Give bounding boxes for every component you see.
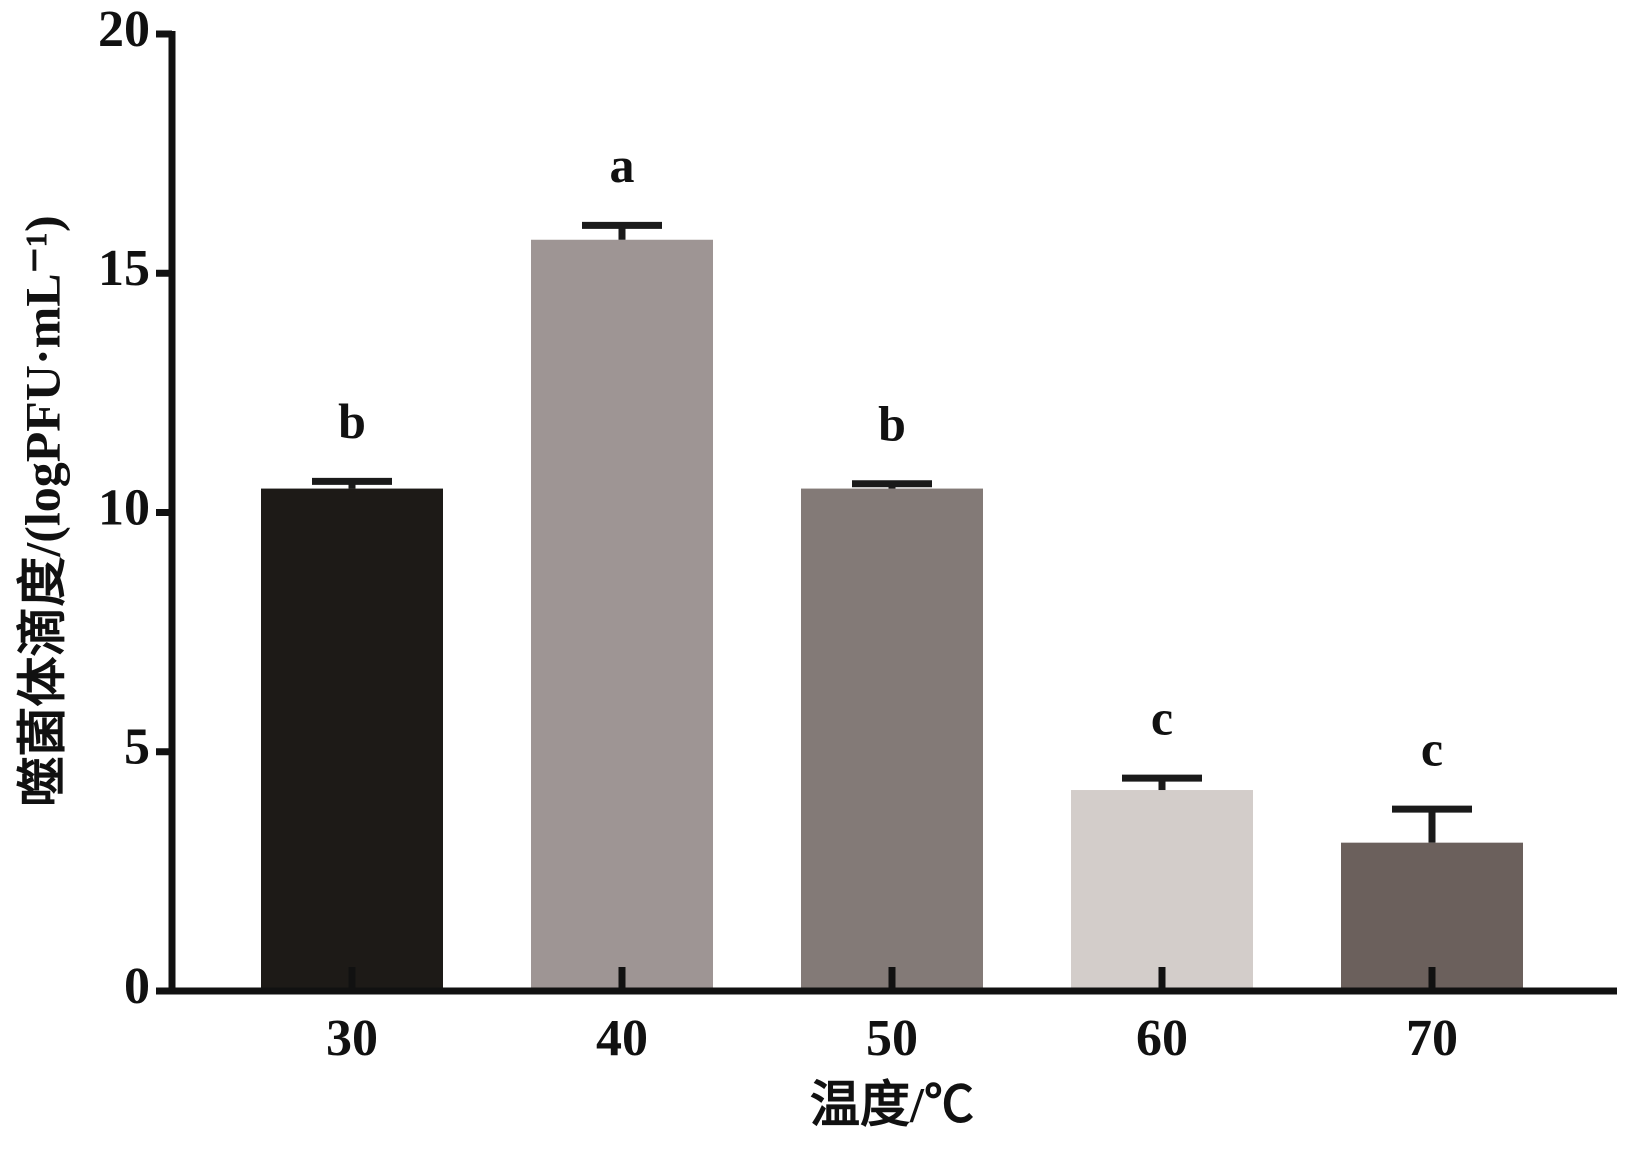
y-tick-label: 5 xyxy=(124,719,150,776)
y-axis-title: 噬菌体滴度/(logPFU·mL⁻¹) xyxy=(14,215,70,806)
x-tick-label: 50 xyxy=(866,1010,918,1067)
x-tick-label: 70 xyxy=(1406,1010,1458,1067)
y-tick-label: 10 xyxy=(98,479,150,536)
y-tick-label: 0 xyxy=(124,958,150,1015)
x-tick-label: 30 xyxy=(326,1010,378,1067)
bar xyxy=(801,488,983,991)
significance-letter: a xyxy=(610,137,635,193)
x-axis-title: 温度/℃ xyxy=(810,1076,974,1132)
error-bar xyxy=(852,480,932,489)
x-tick-label: 40 xyxy=(596,1010,648,1067)
error-bar xyxy=(1392,805,1472,843)
y-tick-label: 15 xyxy=(98,240,150,297)
bar xyxy=(531,239,713,991)
y-tick-label: 20 xyxy=(98,1,150,58)
x-tick-label: 60 xyxy=(1136,1010,1188,1067)
error-bar xyxy=(312,477,392,489)
significance-letter: c xyxy=(1421,721,1443,777)
bar xyxy=(261,488,443,991)
error-bar xyxy=(582,221,662,240)
significance-letter: b xyxy=(338,393,366,449)
bar xyxy=(1341,842,1523,991)
significance-letter: c xyxy=(1151,690,1173,746)
significance-letter: b xyxy=(878,395,906,451)
bar xyxy=(1071,790,1253,991)
error-bar xyxy=(1122,774,1202,791)
